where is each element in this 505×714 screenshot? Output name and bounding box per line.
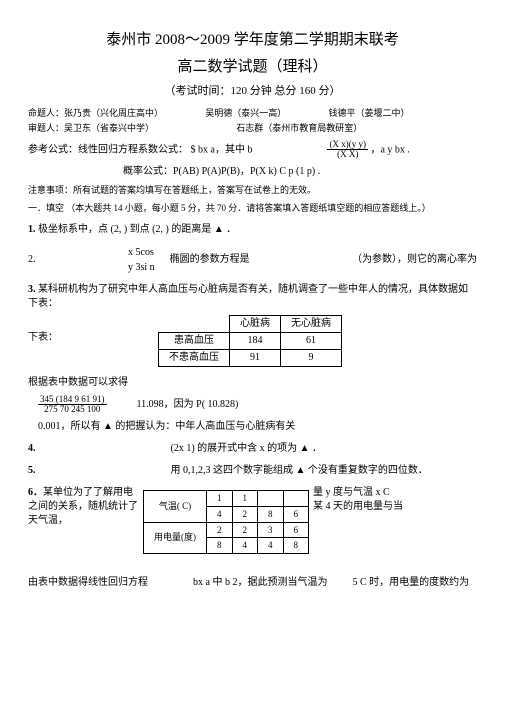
q3-th2: 无心脏病 (281, 315, 342, 332)
credit-b: 吴明德（泰兴一高） (205, 108, 286, 118)
formula-label: 参考公式：线性回归方程系数公式： (28, 144, 188, 155)
q3-table: 心脏病 无心脏病 患高血压 184 61 不患高血压 91 9 (158, 315, 342, 367)
q1-text: 极坐标系中，点 (2, ) 到点 (2, ) 的距离是 ▲ ． (38, 224, 236, 235)
formula-frac-bot: (X X) (327, 150, 368, 160)
question-3: 3. 某科研机构为了研究中年人高血压与心脏病是否有关，随机调查了一些中年人的情况… (28, 283, 477, 311)
q6-h3 (258, 491, 284, 507)
q2-mid: 椭圆的参数方程是 (170, 253, 250, 267)
credits-line-1: 命题人：张乃贵（兴化周庄高中） 吴明德（泰兴一高） 钱德平（姜堰二中） (28, 107, 477, 120)
q4-text: (2x 1) 的展开式中含 x 的项为 ▲ ． (171, 443, 323, 454)
q3-frac-bot: 275 70 245 100 (38, 405, 107, 415)
exam-time: （考试时间：120 分钟 总分 160 分） (28, 84, 477, 99)
q3-r2c3: 9 (281, 349, 342, 366)
q3-r2c1: 不患高血压 (159, 349, 230, 366)
note: 注意事项：所有试题的答案均填写在答题纸上，答案写在试卷上的无效。 (28, 184, 477, 197)
q6-bottom: 由表中数据得线性回归方程 bx a 中 b 2，据此预测当气温为 5 C 时，用… (28, 576, 477, 590)
q6-r1-3: 8 (258, 506, 284, 522)
question-6: 6．某单位为了了解用电 之间的关系，随机统计了 天气温， 气温( C) 1 1 … (28, 486, 477, 557)
q1-num: 1. (28, 224, 36, 235)
q6-r2h: 用电量(度) (144, 522, 207, 553)
credit-c: 钱德平（姜堰二中） (329, 108, 410, 118)
q6-r3-1: 8 (207, 538, 233, 554)
formula-tail: ，a y bx . (370, 144, 409, 155)
q6-r-l2: 某 4 天的用电量与当 (313, 500, 419, 514)
question-5: 5. 用 0,1,2,3 这四个数字能组成 ▲ 个没有重复数字的四位数． (28, 464, 477, 478)
section-1-header: 一．填空 （本大题共 14 小题，每小题 5 分，共 70 分．请将答案填入答题… (28, 202, 477, 215)
q3-after-table: 根据表中数据可以求得 (28, 376, 477, 390)
q6-table: 气温( C) 1 1 4 2 8 6 用电量(度) 2 2 3 6 8 (143, 490, 309, 553)
formula-line-1: 参考公式：线性回归方程系数公式： $ bx a，其中 b (X x)(y y) … (28, 140, 477, 161)
q6-r3-2: 4 (232, 538, 258, 554)
q6-r2-1: 2 (207, 522, 233, 538)
q6-r2-4: 6 (283, 522, 309, 538)
q5-text: 用 0,1,2,3 这四个数字能组成 ▲ 个没有重复数字的四位数． (171, 465, 428, 476)
q2-num: 2. (28, 253, 48, 267)
question-4: 4. (2x 1) 的展开式中含 x 的项为 ▲ ． (28, 442, 477, 456)
q6-r2-3: 3 (258, 522, 284, 538)
q3-table-side: 下表： (28, 311, 58, 345)
q6-th0: 气温( C) (144, 491, 207, 522)
q3-num: 3. (28, 284, 36, 295)
q3-r1c2: 184 (230, 332, 281, 349)
question-1: 1. 极坐标系中，点 (2, ) 到点 (2, ) 的距离是 ▲ ． (28, 223, 477, 237)
q2-eq-bot: y 3si n (128, 260, 155, 275)
q6-num: 6． (28, 487, 43, 498)
q2-tail: （为参数），则它的离心率为 (352, 253, 477, 267)
q3-intro: 某科研机构为了研究中年人高血压与心脏病是否有关，随机调查了一些中年人的情况，具体… (28, 284, 468, 309)
q6-r3-4: 8 (283, 538, 309, 554)
formula-mid: $ bx a，其中 b (191, 144, 253, 155)
credit-a: 命题人：张乃贵（兴化周庄高中） (28, 108, 163, 118)
q6-r2-2: 2 (232, 522, 258, 538)
main-title: 泰州市 2008～2009 学年度第二学期期末联考 (28, 30, 477, 51)
q6-r3-3: 4 (258, 538, 284, 554)
q6-r1-2: 2 (232, 506, 258, 522)
q6-bottom-m: bx a 中 b 2，据此预测当气温为 (193, 577, 327, 588)
q3-r2c2: 91 (230, 349, 281, 366)
q6-l3: 天气温， (28, 514, 139, 528)
q6-h1: 1 (207, 491, 233, 507)
credit-d: 审题人：吴卫东（省泰兴中学） (28, 123, 154, 133)
q6-bottom-r: 5 C 时，用电量的度数约为 (352, 577, 469, 588)
q6-r1-4: 6 (283, 506, 309, 522)
q3-conclude: 0.001，所以有 ▲ 的把握认为：中年人高血压与心脏病有关 (28, 420, 477, 434)
question-2: 2. x 5cos y 3si n 椭圆的参数方程是 （为参数），则它的离心率为 (28, 245, 477, 275)
q3-r1c3: 61 (281, 332, 342, 349)
formula-line-2: 概率公式：P(AB) P(A)P(B)，P(X k) C p (1 p) . (28, 165, 477, 179)
q3-calc: 345 (184 9 61 91) 275 70 245 100 11.098，… (28, 395, 477, 416)
credit-e: 石志群（泰州市教育局教研室） (236, 123, 362, 133)
q3-th1: 心脏病 (230, 315, 281, 332)
sub-title: 高二数学试题（理科） (28, 57, 477, 78)
formula-frac: (X x)(y y) (X X) (327, 140, 368, 161)
q3-r1c1: 患高血压 (159, 332, 230, 349)
credits-line-2: 审题人：吴卫东（省泰兴中学） 石志群（泰州市教育局教研室） (28, 122, 477, 135)
q6-r1-1: 4 (207, 506, 233, 522)
q2-eq: x 5cos y 3si n (128, 245, 155, 275)
q6-l1: 某单位为了了解用电 (43, 487, 133, 498)
q2-eq-top: x 5cos (128, 245, 155, 260)
q3-approx: 11.098，因为 P( 10.828) (137, 398, 239, 412)
q6-bottom-l: 由表中数据得线性回归方程 (28, 577, 148, 588)
q6-h2: 1 (232, 491, 258, 507)
q6-r-l1: 量 y 度与气温 x C (313, 486, 419, 500)
q4-num: 4. (28, 443, 36, 454)
q5-num: 5. (28, 465, 36, 476)
q6-h4 (283, 491, 309, 507)
q6-l2: 之间的关系，随机统计了 (28, 500, 139, 514)
